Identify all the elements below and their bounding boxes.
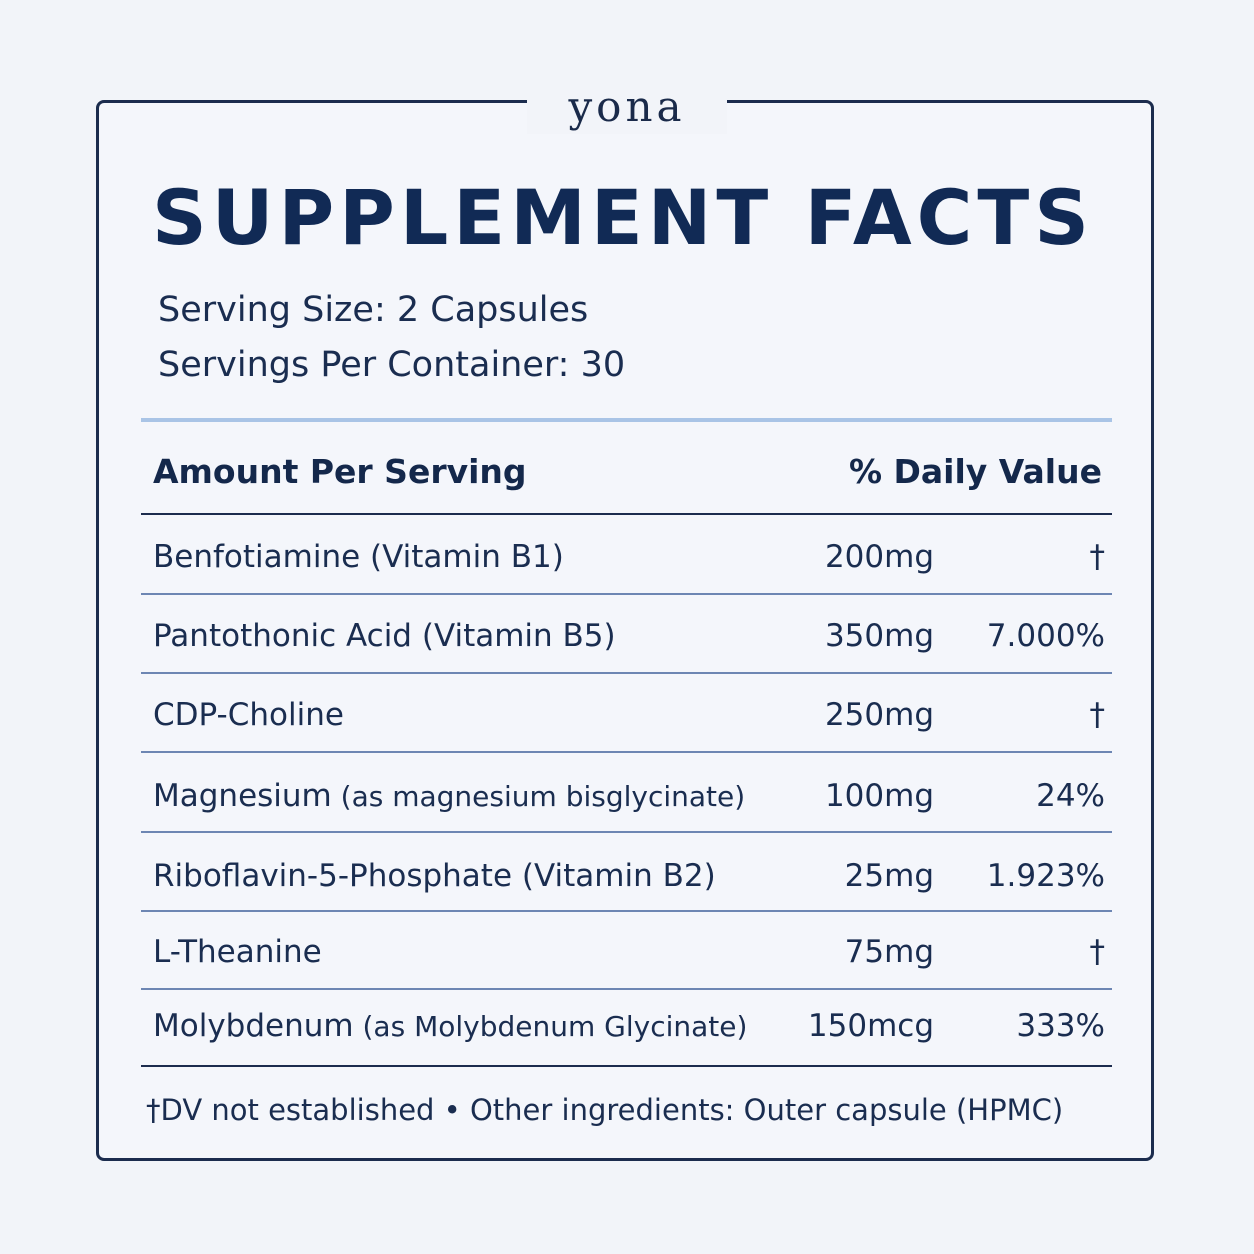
ingredient-daily-value: † xyxy=(1089,934,1106,970)
serving-size: Serving Size: 2 Capsules xyxy=(158,290,589,330)
ingredient-amount: 100mg xyxy=(824,778,934,814)
table-row: Pantothonic Acid (Vitamin B5) 350mg 7.00… xyxy=(141,606,1112,666)
ingredient-amount: 250mg xyxy=(824,697,934,733)
table-row: Benfotiamine (Vitamin B1) 200mg † xyxy=(141,527,1112,587)
servings-per-container: Servings Per Container: 30 xyxy=(158,345,626,385)
ingredient-name: Riboflavin-5-Phosphate (Vitamin B2) xyxy=(153,858,716,894)
ingredient-daily-value: 1.923% xyxy=(986,858,1105,894)
row-divider xyxy=(141,751,1112,753)
ingredient-daily-value: 7.000% xyxy=(986,618,1105,654)
daily-value-header: % Daily Value xyxy=(848,452,1102,491)
brand-logo: yona xyxy=(527,80,727,134)
table-row: L-Theanine 75mg † xyxy=(141,922,1112,982)
table-bottom-divider xyxy=(141,1065,1112,1067)
ingredient-amount: 150mcg xyxy=(807,1008,934,1044)
ingredient-name: Benfotiamine (Vitamin B1) xyxy=(153,539,564,575)
row-divider xyxy=(141,672,1112,674)
table-row: Magnesium (as magnesium bisglycinate) 10… xyxy=(141,766,1112,826)
row-divider xyxy=(141,910,1112,912)
row-divider xyxy=(141,988,1112,990)
ingredient-daily-value: 333% xyxy=(1016,1008,1105,1044)
ingredient-daily-value: † xyxy=(1089,539,1106,575)
ingredient-amount: 200mg xyxy=(824,539,934,575)
header-divider xyxy=(141,513,1112,515)
ingredient-amount: 75mg xyxy=(844,934,934,970)
section-divider xyxy=(141,418,1112,422)
ingredient-daily-value: † xyxy=(1089,697,1106,733)
amount-per-serving-header: Amount Per Serving xyxy=(153,452,527,491)
table-row: Molybdenum (as Molybdenum Glycinate) 150… xyxy=(141,996,1112,1056)
table-row: Riboflavin-5-Phosphate (Vitamin B2) 25mg… xyxy=(141,846,1112,906)
ingredient-name: Pantothonic Acid (Vitamin B5) xyxy=(153,618,616,654)
ingredient-name: Molybdenum (as Molybdenum Glycinate) xyxy=(153,1008,748,1044)
ingredient-amount: 25mg xyxy=(844,858,934,894)
ingredient-name: Magnesium (as magnesium bisglycinate) xyxy=(153,778,746,814)
supplement-facts-panel xyxy=(96,100,1154,1161)
ingredient-name: L-Theanine xyxy=(153,934,322,970)
ingredient-daily-value: 24% xyxy=(1036,778,1105,814)
page-title: SUPPLEMENT FACTS xyxy=(152,173,1095,262)
footnote: †DV not established • Other ingredients:… xyxy=(146,1093,1064,1127)
row-divider xyxy=(141,831,1112,833)
ingredient-amount: 350mg xyxy=(824,618,934,654)
row-divider xyxy=(141,593,1112,595)
ingredient-name: CDP-Choline xyxy=(153,697,344,733)
table-row: CDP-Choline 250mg † xyxy=(141,685,1112,745)
